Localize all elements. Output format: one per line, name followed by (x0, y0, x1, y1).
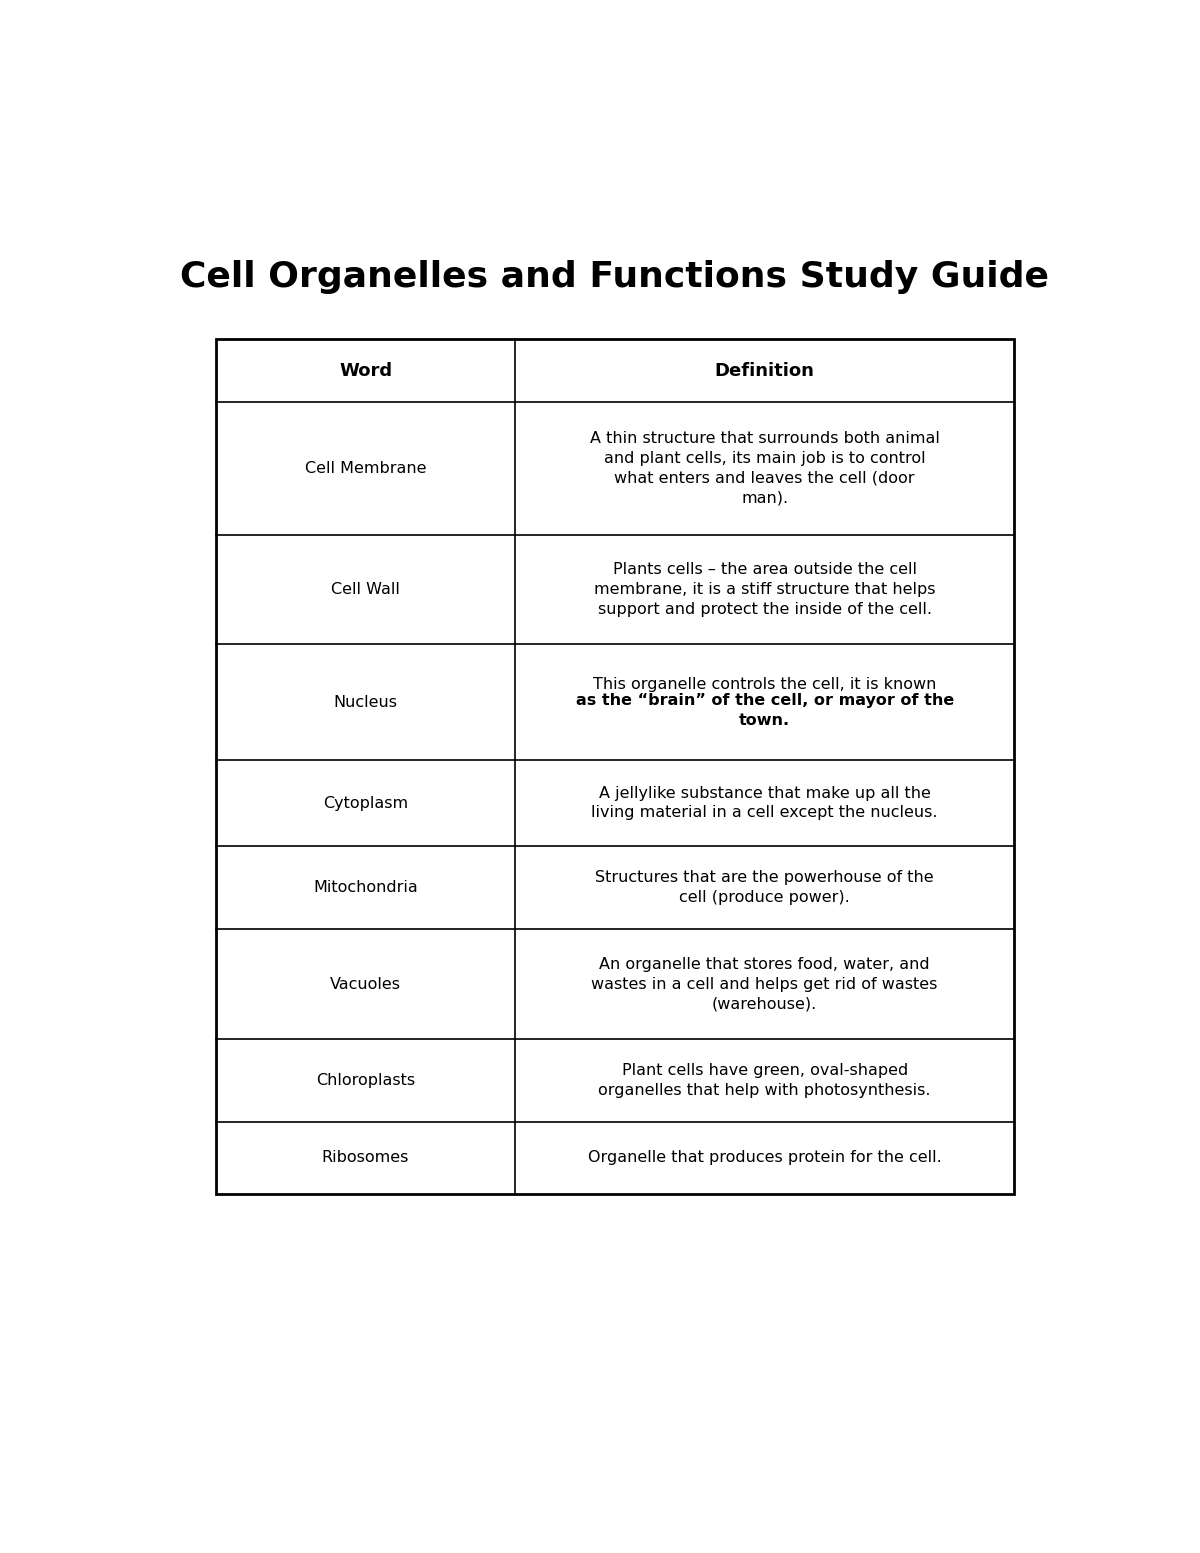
Text: as the “brain” of the cell, or mayor of the
town.: as the “brain” of the cell, or mayor of … (576, 693, 954, 728)
Text: Cell Wall: Cell Wall (331, 582, 400, 598)
Text: Mitochondria: Mitochondria (313, 881, 418, 896)
Text: Cell Organelles and Functions Study Guide: Cell Organelles and Functions Study Guid… (180, 261, 1050, 294)
Text: Ribosomes: Ribosomes (322, 1151, 409, 1165)
Text: Organelle that produces protein for the cell.: Organelle that produces protein for the … (588, 1151, 942, 1165)
Bar (216, 339, 1014, 1194)
Text: Definition: Definition (715, 362, 815, 379)
Text: Vacuoles: Vacuoles (330, 977, 401, 992)
Text: Nucleus: Nucleus (334, 694, 397, 710)
Text: Plant cells have green, oval-shaped
organelles that help with photosynthesis.: Plant cells have green, oval-shaped orga… (599, 1064, 931, 1098)
Text: This organelle controls the cell, it is known: This organelle controls the cell, it is … (593, 677, 936, 693)
Text: A thin structure that surrounds both animal
and plant cells, its main job is to : A thin structure that surrounds both ani… (589, 432, 940, 506)
Text: Word: Word (338, 362, 392, 379)
Text: Structures that are the powerhouse of the
cell (produce power).: Structures that are the powerhouse of th… (595, 871, 934, 905)
Text: A jellylike substance that make up all the
living material in a cell except the : A jellylike substance that make up all t… (592, 786, 938, 820)
Text: Chloroplasts: Chloroplasts (316, 1073, 415, 1089)
Text: Cytoplasm: Cytoplasm (323, 795, 408, 811)
Text: Plants cells – the area outside the cell
membrane, it is a stiff structure that : Plants cells – the area outside the cell… (594, 562, 936, 617)
Text: An organelle that stores food, water, and
wastes in a cell and helps get rid of : An organelle that stores food, water, an… (592, 957, 938, 1011)
Text: Cell Membrane: Cell Membrane (305, 461, 426, 477)
